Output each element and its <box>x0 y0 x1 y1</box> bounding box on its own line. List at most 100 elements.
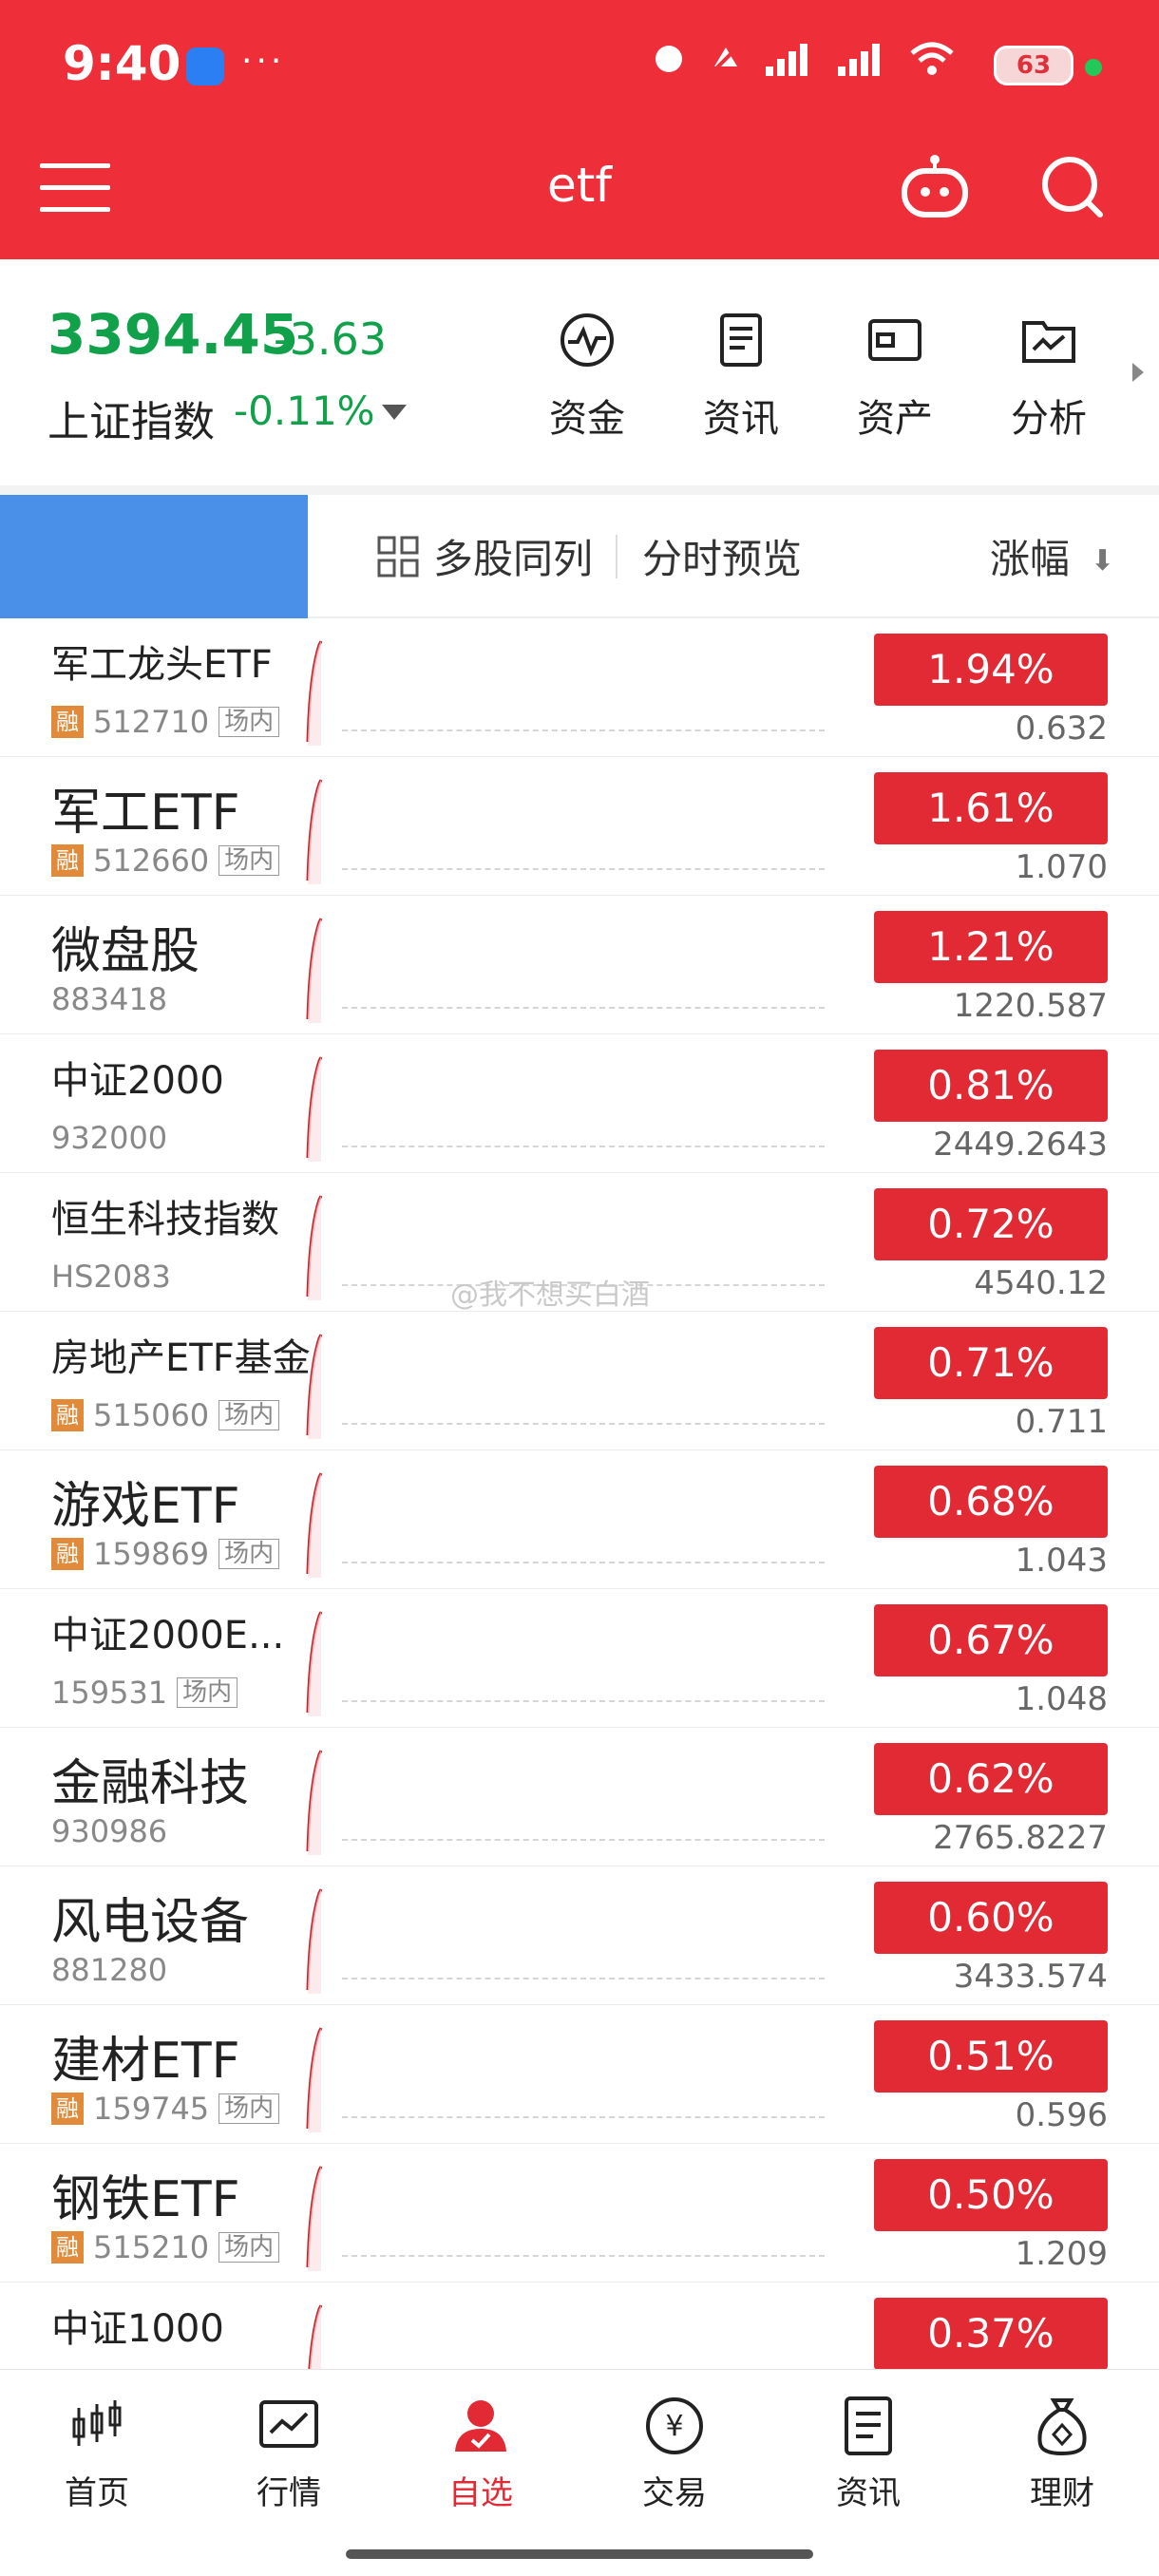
nav-label: 首页 <box>65 2474 129 2512</box>
list-toolbar: 多股同列 分时预览 涨幅 ⬇ <box>0 495 1159 618</box>
intraday-sparkline <box>306 2166 323 2271</box>
more-tools-arrow-icon[interactable] <box>1132 363 1144 382</box>
bottom-navigation: 首页 行情 自选 ¥ 交易 资讯 理财 <box>0 2369 1159 2576</box>
change-percent-badge[interactable]: 0.51% <box>874 2020 1108 2093</box>
tool-analysis[interactable]: 分析 <box>992 310 1106 443</box>
venue-badge: 场内 <box>218 2093 280 2124</box>
change-percent-badge[interactable]: 0.72% <box>874 1188 1108 1260</box>
yen-icon: ¥ <box>646 2397 703 2454</box>
list-item[interactable]: 游戏ETF 融 159869 场内 0.68% 1.043 <box>0 1450 1159 1589</box>
tool-news[interactable]: 资讯 <box>684 310 798 443</box>
security-meta: HS2083 <box>51 1259 171 1295</box>
robot-assistant-icon[interactable] <box>899 152 971 218</box>
caret-down-icon[interactable] <box>382 405 407 420</box>
security-meta: 融 515210 场内 <box>51 2229 280 2265</box>
change-percent-badge[interactable]: 0.71% <box>874 1327 1108 1399</box>
security-code: 515060 <box>93 1397 210 1433</box>
last-price: 3433.574 <box>953 1958 1108 1996</box>
intraday-sparkline <box>306 1611 323 1716</box>
nav-news[interactable]: 资讯 <box>802 2395 935 2513</box>
gesture-home-bar[interactable] <box>346 2549 813 2559</box>
intraday-sparkline <box>306 1056 323 1162</box>
change-percent-badge[interactable]: 0.81% <box>874 1050 1108 1122</box>
change-percent-badge[interactable]: 0.68% <box>874 1466 1108 1538</box>
multi-stock-button[interactable]: 多股同列 <box>376 527 593 585</box>
security-code: 512710 <box>93 704 210 740</box>
candlestick-icon <box>72 2400 122 2446</box>
tool-assets[interactable]: 资产 <box>838 310 952 443</box>
venue-badge: 场内 <box>218 2232 280 2263</box>
index-panel[interactable] <box>0 259 1159 485</box>
signal-2-icon <box>838 44 880 76</box>
security-name: 军工ETF <box>51 785 240 842</box>
tool-label: 资产 <box>857 397 933 441</box>
security-code: 930986 <box>51 1813 168 1849</box>
list-item[interactable]: 金融科技 930986 0.62% 2765.8227 <box>0 1728 1159 1866</box>
list-item[interactable]: 建材ETF 融 159745 场内 0.51% 0.596 <box>0 2005 1159 2144</box>
change-percent-badge[interactable]: 0.67% <box>874 1604 1108 1676</box>
security-code: HS2083 <box>51 1259 171 1295</box>
baseline-dash <box>342 1007 825 1009</box>
list-item[interactable]: 军工龙头ETF 融 512710 场内 1.94% 0.632 <box>0 618 1159 757</box>
baseline-dash <box>342 1146 825 1147</box>
search-icon[interactable] <box>1039 154 1104 218</box>
nav-home[interactable]: 首页 <box>30 2395 163 2513</box>
status-time: 9:40 <box>63 36 181 91</box>
last-price: 0.711 <box>1015 1403 1108 1441</box>
change-percent-badge[interactable]: 1.94% <box>874 634 1108 706</box>
intraday-sparkline <box>306 1888 323 1994</box>
change-percent-badge[interactable]: 1.21% <box>874 911 1108 983</box>
list-item[interactable]: 微盘股 883418 1.21% 1220.587 <box>0 896 1159 1034</box>
list-item[interactable]: 房地产ETF基金 融 515060 场内 0.71% 0.711 <box>0 1312 1159 1450</box>
change-percent-badge[interactable]: 0.62% <box>874 1743 1108 1815</box>
nav-wealth[interactable]: 理财 <box>996 2395 1129 2513</box>
list-item[interactable]: 恒生科技指数 HS2083 0.72% 4540.12 <box>0 1173 1159 1312</box>
list-item[interactable]: 钢铁ETF 融 515210 场内 0.50% 1.209 <box>0 2144 1159 2282</box>
change-percent-badge[interactable]: 0.37% <box>874 2298 1108 2370</box>
baseline-dash <box>342 1700 825 1702</box>
change-percent-badge[interactable]: 1.61% <box>874 772 1108 844</box>
last-price: 1220.587 <box>953 987 1108 1025</box>
nav-market[interactable]: 行情 <box>222 2395 355 2513</box>
tool-label: 资金 <box>549 397 625 441</box>
security-name: 军工龙头ETF <box>51 643 273 687</box>
tool-label: 分析 <box>1011 397 1087 441</box>
sort-by-change-button[interactable]: 涨幅 <box>990 536 1071 582</box>
sort-down-icon[interactable]: ⬇ <box>1091 544 1115 578</box>
security-name: 恒生科技指数 <box>51 1198 279 1241</box>
intraday-preview-button[interactable]: 分时预览 <box>642 536 803 582</box>
baseline-dash <box>342 1839 825 1841</box>
change-percent-badge[interactable]: 0.60% <box>874 1882 1108 1954</box>
margin-badge: 融 <box>51 2093 84 2125</box>
baseline-dash <box>342 1978 825 1979</box>
index-name[interactable]: 上证指数 <box>48 398 215 446</box>
intraday-sparkline <box>306 779 323 884</box>
list-item[interactable]: 军工ETF 融 512660 场内 1.61% 1.070 <box>0 757 1159 896</box>
change-percent-badge[interactable]: 0.50% <box>874 2159 1108 2231</box>
security-code: 512660 <box>93 843 210 879</box>
security-meta: 881280 <box>51 1952 167 1988</box>
security-meta: 883418 <box>51 981 167 1017</box>
margin-badge: 融 <box>51 844 84 877</box>
venue-badge: 场内 <box>218 845 280 876</box>
security-meta: 融 159869 场内 <box>51 1536 280 1572</box>
more-notifications-icon: ··· <box>241 42 286 81</box>
baseline-dash <box>342 1284 825 1286</box>
divider <box>0 485 1159 495</box>
multi-stock-label: 多股同列 <box>433 536 594 582</box>
intraday-sparkline <box>306 1334 323 1439</box>
security-name: 中证1000 <box>51 2307 224 2351</box>
tool-fund-flow[interactable]: 资金 <box>530 310 644 443</box>
menu-icon[interactable] <box>40 163 110 213</box>
security-meta: 930986 <box>51 1813 167 1849</box>
nav-trade[interactable]: ¥ 交易 <box>608 2395 741 2513</box>
group-tab-selected[interactable] <box>0 495 308 618</box>
nav-label: 行情 <box>256 2474 321 2512</box>
notification-icon <box>186 47 224 85</box>
list-item[interactable]: 风电设备 881280 0.60% 3433.574 <box>0 1866 1159 2005</box>
document-icon <box>720 313 762 367</box>
nav-watchlist[interactable]: 自选 <box>414 2395 547 2513</box>
list-item[interactable]: 中证2000E... 159531 场内 0.67% 1.048 <box>0 1589 1159 1728</box>
security-meta: 融 512710 场内 <box>51 704 280 740</box>
list-item[interactable]: 中证2000 932000 0.81% 2449.2643 <box>0 1034 1159 1173</box>
